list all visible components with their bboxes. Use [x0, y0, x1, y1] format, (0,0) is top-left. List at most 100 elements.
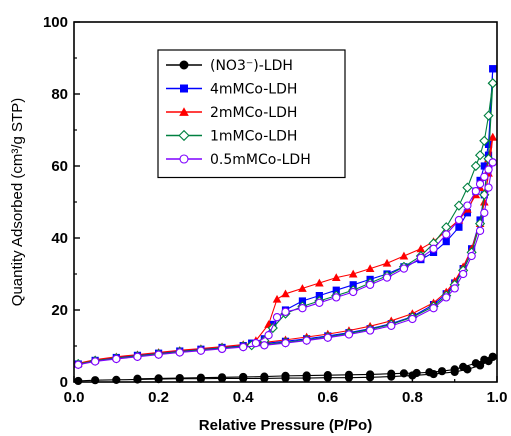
data-point: [475, 226, 485, 235]
data-point: [217, 373, 227, 382]
data-point: [315, 298, 324, 307]
data-point: [264, 331, 273, 340]
data-point: [480, 208, 489, 217]
data-point: [480, 162, 488, 170]
data-point: [463, 201, 472, 210]
y-tick-label: 0: [60, 374, 68, 391]
data-point: [365, 326, 375, 335]
data-point: [416, 253, 426, 262]
data-point: [429, 304, 438, 313]
data-point: [272, 313, 282, 322]
data-point: [387, 321, 396, 330]
legend-label: 0.5mMCo-LDH: [210, 152, 311, 168]
data-point: [399, 251, 409, 260]
legend: (NO3⁻)-LDH 4mMCo-LDH 2mMCo-LDH 1mMCo-LDH 0.5…: [157, 49, 346, 179]
legend-item: 4mMCo-LDH: [166, 82, 297, 98]
data-point: [382, 258, 392, 267]
data-point: [462, 182, 473, 193]
legend-item: 0.5mMCo-LDH: [166, 152, 311, 168]
data-point: [178, 129, 190, 142]
y-tick-label: 80: [51, 86, 68, 103]
series-4: [74, 158, 497, 369]
data-point: [399, 264, 409, 273]
x-tick-label: 0.8: [402, 389, 423, 406]
y-axis: 0 20 40 60 80 100: [43, 14, 80, 391]
data-point: [112, 354, 121, 364]
data-point: [239, 342, 248, 352]
data-point: [154, 350, 163, 359]
data-point: [175, 373, 184, 383]
data-point: [349, 281, 357, 289]
data-point: [480, 172, 489, 181]
legend-item: 1mMCo-LDH: [166, 129, 297, 145]
data-point: [217, 344, 227, 354]
data-point: [463, 209, 471, 217]
data-point: [180, 84, 188, 93]
data-point: [484, 165, 493, 174]
series-layer: [73, 65, 498, 386]
data-point: [399, 369, 409, 378]
data-point: [470, 160, 481, 172]
legend-item: 2mMCo-LDH: [166, 105, 297, 121]
data-point: [453, 200, 465, 211]
data-point: [474, 150, 486, 161]
x-axis-title: Relative Pressure (P/Po): [199, 417, 372, 434]
x-tick-label: 0.6: [317, 389, 338, 406]
data-point: [348, 269, 358, 278]
legend-label: 4mMCo-LDH: [210, 82, 297, 98]
series-line-adsorption: [78, 162, 494, 366]
data-point: [179, 154, 189, 164]
y-tick-label: 40: [51, 230, 68, 247]
data-point: [425, 368, 434, 377]
data-point: [488, 352, 497, 361]
data-point: [483, 110, 494, 121]
data-point: [74, 360, 83, 369]
data-point: [454, 215, 464, 225]
data-point: [484, 183, 493, 192]
data-point: [302, 336, 311, 345]
data-point: [260, 341, 269, 350]
data-point: [442, 230, 451, 239]
data-point: [298, 297, 307, 305]
data-point: [471, 359, 480, 368]
legend-label: 1mMCo-LDH: [210, 129, 297, 145]
data-point: [459, 362, 468, 371]
data-point: [366, 370, 375, 379]
data-point: [487, 78, 498, 89]
data-point: [382, 273, 392, 282]
data-point: [74, 376, 83, 386]
data-point: [475, 179, 485, 189]
data-point: [331, 273, 341, 282]
data-point: [133, 352, 142, 361]
y-tick-label: 100: [43, 14, 68, 31]
x-tick-label: 0.4: [233, 389, 255, 406]
data-point: [175, 348, 184, 357]
legend-box: [157, 49, 346, 179]
data-point: [459, 269, 468, 279]
data-point: [488, 158, 497, 167]
data-point: [323, 333, 332, 342]
data-point: [412, 368, 421, 378]
data-point: [488, 132, 498, 141]
series-line-desorption: [137, 356, 493, 380]
data-point: [408, 314, 417, 324]
series-line-desorption: [255, 162, 494, 344]
data-point: [272, 294, 282, 303]
data-point: [281, 289, 290, 298]
legend-label: (NO3⁻)-LDH: [210, 58, 293, 74]
x-tick-label: 1.0: [487, 389, 508, 406]
data-point: [344, 370, 354, 379]
data-point: [471, 187, 480, 196]
y-tick-label: 60: [51, 158, 68, 175]
data-point: [467, 251, 476, 261]
data-point: [281, 371, 290, 380]
y-axis-title: Quantity Adsorbed (cm³/g STP): [9, 98, 26, 306]
y-tick-label: 20: [51, 302, 68, 319]
data-point: [437, 367, 447, 376]
data-point: [442, 293, 451, 302]
data-point: [450, 365, 459, 374]
x-axis: 0.0 0.2 0.4 0.6 0.8 1.0: [64, 376, 508, 406]
data-point: [196, 346, 206, 355]
data-point: [179, 60, 189, 70]
data-point: [251, 338, 261, 348]
